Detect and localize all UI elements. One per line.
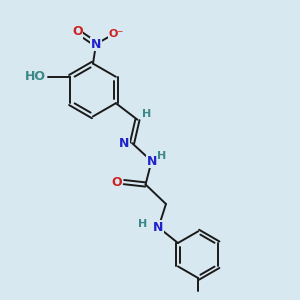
Text: HO: HO	[25, 70, 46, 83]
Text: N: N	[153, 221, 164, 234]
Text: O⁻: O⁻	[109, 28, 124, 39]
Text: O: O	[72, 25, 83, 38]
Text: H: H	[138, 219, 147, 230]
Text: H: H	[157, 151, 166, 161]
Text: N: N	[146, 154, 157, 168]
Text: N: N	[91, 38, 101, 51]
Text: H: H	[142, 109, 152, 119]
Text: O: O	[111, 176, 122, 189]
Text: N: N	[119, 136, 129, 150]
